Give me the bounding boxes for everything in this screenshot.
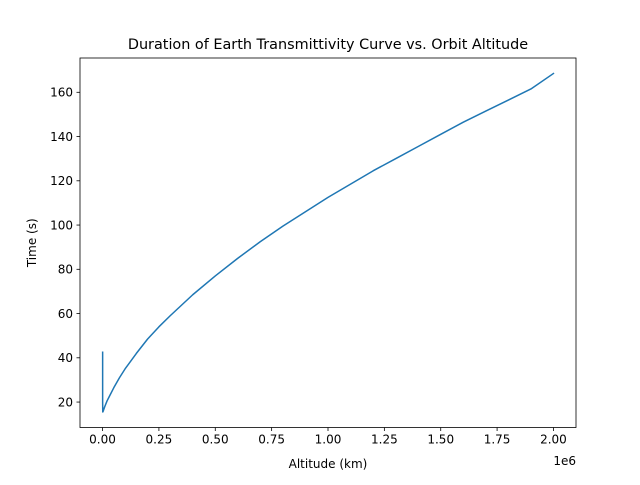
x-tick-label: 0.50 [202,433,229,447]
y-tick-label: 120 [50,174,73,188]
x-axis-ticks: 0.00 0.25 0.50 0.75 1.00 1.25 1.50 1.75 2.00 [89,427,567,447]
x-tick-label: 2.00 [540,433,567,447]
x-tick-label: 0.25 [146,433,173,447]
x-tick-label: 1.50 [427,433,454,447]
y-axis-ticks: 20 40 60 80 100 120 140 160 [50,86,80,409]
x-tick-label: 1.75 [484,433,511,447]
y-tick-label: 160 [50,86,73,100]
x-tick-label: 1.25 [371,433,398,447]
x-axis-label: Altitude (km) [289,457,368,471]
series-layer [101,72,555,413]
x-tick-label: 1.00 [315,433,342,447]
y-tick-label: 80 [58,263,73,277]
y-tick-label: 20 [58,395,73,409]
x-tick-label: 0.75 [258,433,285,447]
y-tick-label: 140 [50,130,73,144]
y-tick-label: 100 [50,218,73,232]
chart-title: Duration of Earth Transmittivity Curve v… [128,37,528,53]
x-tick-label: 0.00 [89,433,116,447]
series-line-0 [101,72,555,413]
y-axis-label: Time (s) [25,218,39,268]
y-tick-label: 40 [58,351,73,365]
x-axis-offset-text: 1e6 [553,454,576,468]
y-tick-label: 60 [58,307,73,321]
